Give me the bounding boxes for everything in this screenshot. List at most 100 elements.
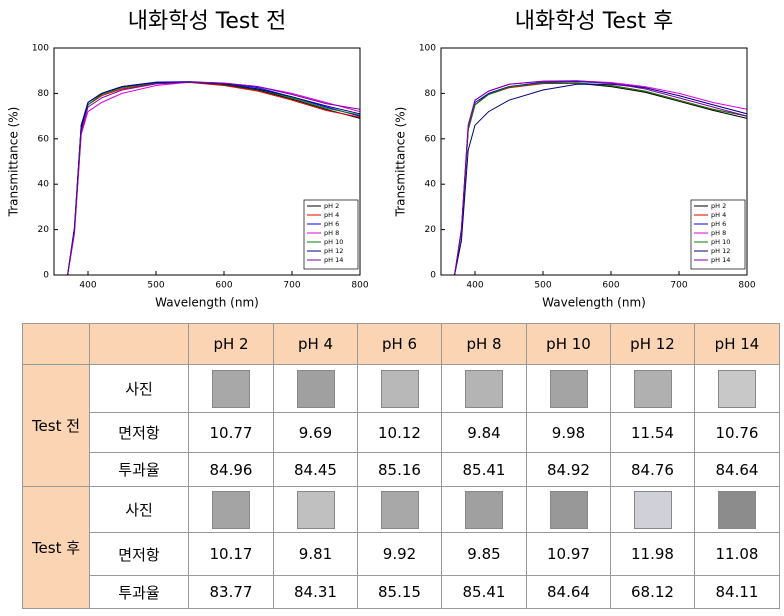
- y-tick-label: 80: [425, 89, 437, 99]
- value-cell: 9.92: [357, 532, 442, 576]
- header-cell: pH 14: [694, 323, 780, 365]
- legend-label: pH 14: [711, 256, 730, 264]
- sample-photo: [633, 369, 672, 408]
- legend-label: pH 6: [324, 220, 339, 228]
- row-label: 투과율: [89, 575, 189, 609]
- plot-frame: [440, 47, 748, 276]
- legend-label: pH 6: [711, 220, 726, 228]
- group-cell: Test 후: [22, 486, 90, 609]
- legend-label: pH 4: [324, 211, 339, 219]
- header-cell: pH 10: [526, 323, 611, 365]
- row-label: 사진: [89, 486, 189, 533]
- y-tick-label: 80: [38, 89, 50, 99]
- value-cell: 11.54: [610, 412, 695, 453]
- x-tick-label: 600: [215, 281, 232, 291]
- y-tick-label: 20: [38, 225, 50, 235]
- photo-cell: [357, 486, 442, 533]
- result-table: pH 2 pH 4 pH 6 pH 8 pH 10 pH 12 pH 14 Test 전 사진 면…: [22, 323, 780, 609]
- photo-cell: [526, 364, 611, 413]
- y-tick-label: 40: [38, 180, 50, 190]
- y-tick-label: 60: [425, 134, 437, 144]
- value-cell: 84.11: [694, 575, 780, 609]
- header-cell: pH 12: [610, 323, 695, 365]
- legend-label: pH 4: [711, 211, 726, 219]
- x-axis-label: Wavelength (nm): [542, 296, 646, 310]
- value-cell: 84.45: [273, 452, 358, 487]
- photo-cell: [610, 364, 695, 413]
- table-row: Test 전 사진: [22, 364, 780, 487]
- row-label: 투과율: [89, 452, 189, 487]
- y-axis-label: Transmittance (%): [7, 107, 21, 218]
- x-tick-label: 800: [351, 281, 368, 291]
- y-tick-label: 0: [430, 271, 436, 281]
- sample-photo: [465, 490, 503, 529]
- value-cell: 9.98: [526, 412, 611, 453]
- photo-cell: [273, 486, 358, 533]
- table-row: 투과율 83.77 84.31 85.15 85.41 84.64 68.12 84.11: [23, 575, 780, 609]
- sample-photo: [718, 369, 756, 408]
- value-cell: 10.12: [357, 412, 442, 453]
- legend-label: pH 2: [711, 202, 726, 210]
- sample-photo: [296, 369, 335, 408]
- value-cell: 10.17: [188, 532, 274, 576]
- value-cell: 84.96: [188, 452, 274, 487]
- photo-cell: [694, 486, 780, 533]
- x-tick-label: 500: [534, 281, 551, 291]
- sample-photo: [633, 490, 672, 529]
- value-cell: 10.77: [188, 412, 274, 453]
- series-line: [54, 81, 361, 276]
- row-label: 면저항: [89, 532, 189, 576]
- y-tick-label: 100: [32, 44, 49, 54]
- value-cell: 11.98: [610, 532, 695, 576]
- sample-photo: [296, 490, 335, 529]
- x-axis-label: Wavelength (nm): [155, 296, 259, 310]
- row-label: 면저항: [89, 412, 189, 453]
- value-cell: 85.16: [357, 452, 442, 487]
- legend-box: [303, 199, 359, 270]
- y-tick-label: 20: [425, 225, 437, 235]
- photo-cell: [188, 486, 274, 533]
- y-tick-label: 0: [43, 271, 49, 281]
- x-tick-label: 500: [147, 281, 164, 291]
- sample-photo: [718, 490, 756, 529]
- sample-photo: [212, 369, 250, 408]
- header-row: pH 2 pH 4 pH 6 pH 8 pH 10 pH 12 pH 14: [22, 323, 780, 365]
- value-cell: 85.41: [441, 575, 527, 609]
- series-line: [441, 80, 748, 276]
- header-cell: pH 4: [273, 323, 358, 365]
- header-cell: pH 6: [357, 323, 442, 365]
- photo-cell: [357, 364, 442, 413]
- corner-cell: [22, 323, 90, 365]
- legend-label: pH 14: [324, 256, 343, 264]
- legend-label: pH 2: [324, 202, 339, 210]
- y-tick-label: 40: [425, 180, 437, 190]
- value-cell: 68.12: [610, 575, 695, 609]
- value-cell: 9.69: [273, 412, 358, 453]
- sample-photo: [549, 490, 588, 529]
- sample-photo: [380, 490, 419, 529]
- legend-label: pH 10: [711, 238, 730, 246]
- legend-label: pH 8: [711, 229, 726, 237]
- value-cell: 10.97: [526, 532, 611, 576]
- group-cell: Test 전: [22, 364, 90, 487]
- photo-cell: [188, 364, 274, 413]
- table-row: Test 후 사진: [22, 486, 780, 609]
- row-label: 사진: [89, 364, 189, 413]
- y-tick-label: 100: [419, 44, 436, 54]
- value-cell: 9.84: [441, 412, 527, 453]
- value-cell: 84.92: [526, 452, 611, 487]
- plot-frame: [53, 47, 361, 276]
- photo-cell: [610, 486, 695, 533]
- value-cell: 11.08: [694, 532, 780, 576]
- sample-photo: [465, 369, 503, 408]
- x-tick-label: 400: [466, 281, 483, 291]
- legend-label: pH 12: [324, 247, 343, 255]
- chart-title: 내화학성 Test 전: [128, 9, 287, 34]
- value-cell: 85.41: [441, 452, 527, 487]
- table-row: 면저항 10.77 9.69 10.12 9.84 9.98 11.54 10.76: [23, 412, 780, 453]
- photo-cell: [441, 364, 527, 413]
- value-cell: 84.64: [694, 452, 780, 487]
- value-cell: 84.76: [610, 452, 695, 487]
